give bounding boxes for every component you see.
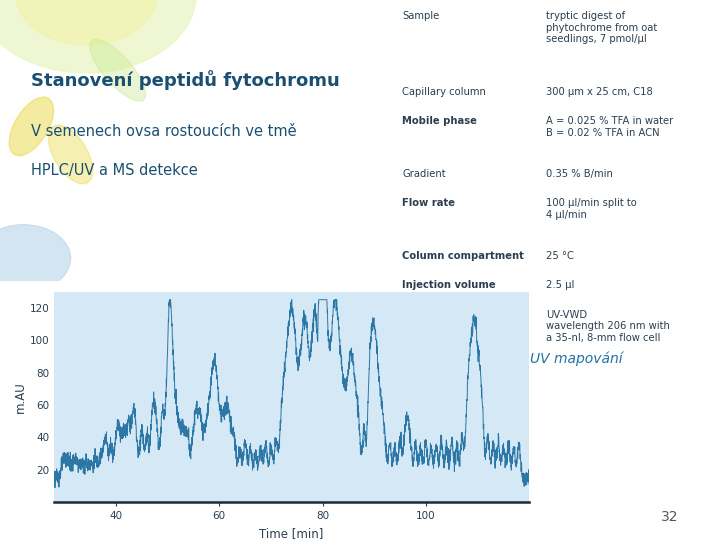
Text: Flow rate: Flow rate (402, 198, 455, 208)
Text: Injection volume: Injection volume (402, 280, 496, 290)
Text: Mobile phase: Mobile phase (402, 116, 477, 126)
Text: Stanovení peptidů fytochromu: Stanovení peptidů fytochromu (32, 70, 340, 90)
Circle shape (0, 0, 196, 73)
Ellipse shape (90, 39, 145, 101)
Text: Capillary column: Capillary column (402, 87, 486, 97)
Text: V semenech ovsa rostoucích ve tmě: V semenech ovsa rostoucích ve tmě (32, 124, 297, 139)
Text: Column compartment: Column compartment (402, 251, 524, 261)
Text: 0.35 % B/min: 0.35 % B/min (546, 169, 613, 179)
Circle shape (16, 0, 157, 45)
Text: Sample: Sample (402, 11, 439, 21)
Text: 100 µl/min split to
4 µl/min: 100 µl/min split to 4 µl/min (546, 198, 637, 220)
Text: HPLC/UV a MS detekce: HPLC/UV a MS detekce (32, 163, 198, 178)
Y-axis label: m.AU: m.AU (14, 381, 27, 413)
X-axis label: Time [min]: Time [min] (259, 527, 324, 540)
Text: 2.5 µl: 2.5 µl (546, 280, 575, 290)
Circle shape (0, 225, 71, 292)
Ellipse shape (9, 97, 53, 156)
Text: 32: 32 (661, 510, 678, 524)
Ellipse shape (48, 125, 93, 184)
Text: Gradient: Gradient (402, 169, 446, 179)
Text: UV mapování: UV mapování (530, 351, 622, 366)
Text: 25 °C: 25 °C (546, 251, 575, 261)
Text: tryptic digest of
phytochrome from oat
seedlings, 7 pmol/µl: tryptic digest of phytochrome from oat s… (546, 11, 657, 44)
Text: 300 µm x 25 cm, C18: 300 µm x 25 cm, C18 (546, 87, 653, 97)
Text: Detector: Detector (402, 310, 451, 320)
Text: A = 0.025 % TFA in water
B = 0.02 % TFA in ACN: A = 0.025 % TFA in water B = 0.02 % TFA … (546, 116, 674, 138)
Text: UV-VWD
wavelength 206 nm with
a 35-nl, 8-mm flow cell: UV-VWD wavelength 206 nm with a 35-nl, 8… (546, 310, 670, 343)
